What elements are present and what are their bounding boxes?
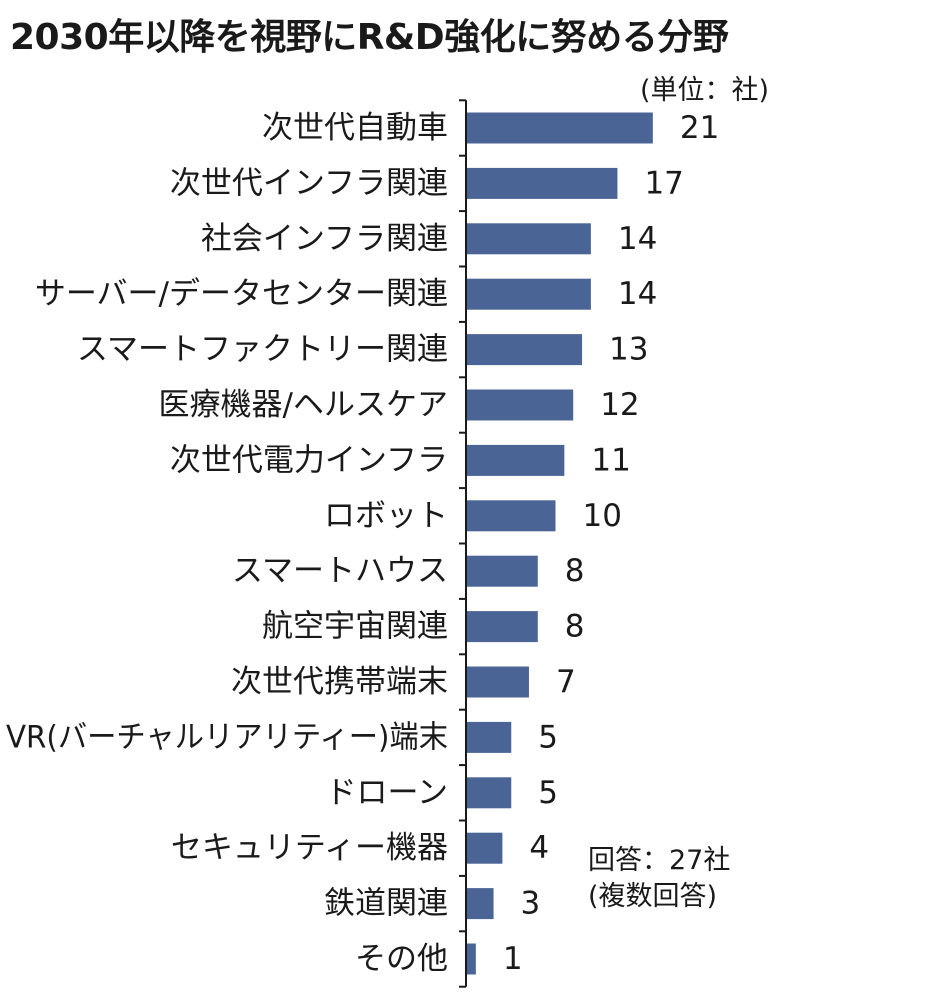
value-label: 3: [521, 886, 541, 922]
value-label: 5: [538, 719, 558, 755]
bar: [467, 666, 529, 698]
value-label: 8: [565, 609, 585, 645]
bar: [467, 334, 583, 366]
bar: [467, 112, 653, 144]
category-labels: 次世代自動車次世代インフラ関連社会インフラ関連サーバー/データセンター関連スマー…: [6, 110, 448, 977]
bar: [467, 555, 538, 587]
category-label: ドローン: [326, 775, 448, 811]
value-label: 1: [503, 941, 523, 977]
value-label: 17: [644, 165, 683, 201]
value-label: 11: [591, 442, 630, 478]
category-label: 次世代携帯端末: [231, 664, 448, 700]
value-label: 21: [680, 110, 719, 146]
bar: [467, 223, 591, 255]
bar: [467, 167, 618, 199]
value-label: 14: [618, 221, 657, 257]
bar: [467, 943, 476, 975]
category-label: VR(バーチャルリアリティー)端末: [6, 719, 448, 755]
bar: [467, 721, 512, 753]
axis-layer: [459, 99, 467, 988]
bar: [467, 278, 591, 310]
category-label: 社会インフラ関連: [201, 221, 448, 257]
bar: [467, 832, 503, 864]
value-label: 5: [538, 775, 558, 811]
category-label: 鉄道関連: [324, 886, 448, 922]
category-label: 医療機器/ヘルスケア: [159, 387, 448, 423]
bar: [467, 777, 512, 809]
value-label: 13: [609, 332, 648, 368]
bar: [467, 444, 565, 476]
value-label: 12: [600, 387, 639, 423]
category-label: 次世代インフラ関連: [170, 165, 448, 201]
respondents-note: 回答：27社: [588, 845, 731, 876]
value-labels: 21 17 14 14 13 12 11 10 8 8 7 5 5 4 3 1: [503, 110, 719, 977]
unit-label: (単位：社): [640, 75, 770, 106]
category-label: その他: [355, 941, 448, 977]
value-label: 10: [583, 498, 622, 534]
category-label: スマートファクトリー関連: [77, 332, 448, 368]
value-label: 8: [565, 553, 585, 589]
category-label: サーバー/データセンター関連: [35, 276, 448, 312]
category-label: 次世代自動車: [262, 110, 448, 146]
category-label: スマートハウス: [232, 553, 448, 589]
bar: [467, 611, 538, 643]
bar: [467, 389, 574, 421]
category-label: セキュリティー機器: [171, 830, 448, 866]
bar: [467, 500, 556, 532]
category-label: 次世代電力インフラ: [170, 442, 448, 478]
category-label: ロボット: [324, 498, 448, 534]
chart-title: 2030年以降を視野にR&D強化に努める分野: [10, 17, 729, 58]
value-label: 4: [529, 830, 549, 866]
multiple-answer-note: (複数回答): [588, 881, 718, 912]
bar: [467, 888, 494, 920]
category-label: 航空宇宙関連: [262, 609, 448, 645]
bars-layer: [467, 112, 653, 975]
value-label: 14: [618, 276, 657, 312]
value-label: 7: [556, 664, 576, 700]
